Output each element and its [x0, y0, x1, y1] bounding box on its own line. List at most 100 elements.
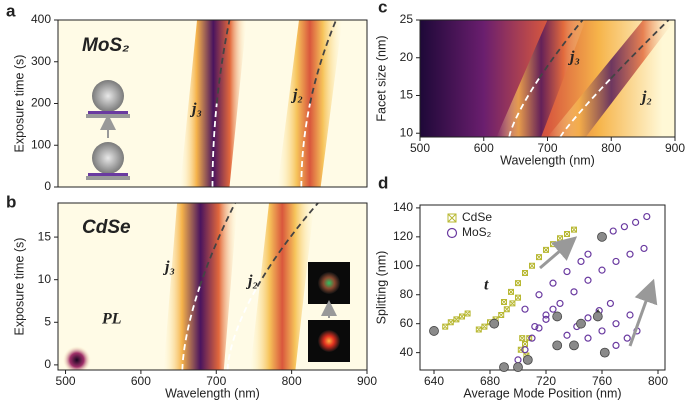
x-tick-label: 700 [206, 374, 226, 388]
point [640, 244, 648, 253]
x-tick-label: 600 [131, 374, 151, 388]
legend-marker [447, 213, 457, 223]
point [550, 241, 556, 248]
point [552, 311, 563, 322]
point [519, 335, 526, 342]
schematic-inset [86, 80, 350, 362]
y-tick-label: 140 [393, 200, 413, 214]
x-tick-label: 800 [282, 374, 302, 388]
point [535, 291, 543, 299]
y-axis-label: Splitting (nm) [374, 251, 388, 325]
x-tick-label: 760 [592, 374, 612, 388]
point [598, 266, 606, 274]
point [489, 318, 500, 329]
point [564, 230, 570, 237]
point [515, 280, 521, 287]
point [481, 323, 488, 330]
y-tick-label: 25 [400, 12, 414, 26]
y-tick-label: 5 [44, 314, 51, 328]
guide-curve [610, 20, 670, 80]
panel-label: d [378, 173, 388, 192]
guide-curve [309, 20, 337, 104]
annotation: j₂ [245, 273, 258, 290]
guide-curve [300, 103, 311, 187]
point [626, 311, 634, 319]
emission-spot [318, 330, 340, 352]
legend-label: CdSe [462, 210, 492, 224]
point [626, 250, 634, 258]
point [521, 346, 529, 354]
point [584, 314, 592, 322]
panel-label: b [6, 192, 16, 211]
x-tick-label: 640 [424, 374, 444, 388]
point [577, 257, 585, 266]
plot-frame [419, 204, 666, 371]
point [522, 340, 528, 347]
point [584, 250, 592, 258]
point [522, 270, 528, 277]
heatmap-band [180, 20, 247, 187]
point [612, 341, 620, 349]
y-tick-label: 0 [44, 179, 51, 193]
point [597, 231, 607, 242]
x-tick-label: 600 [474, 141, 494, 155]
trend-arrow [539, 236, 578, 270]
point [531, 322, 539, 331]
panel-title: MoS₂ [82, 35, 129, 56]
guide-curve [181, 286, 201, 370]
guide-curve [226, 286, 259, 370]
point [453, 316, 460, 323]
point [528, 334, 536, 342]
y-tick-label: 300 [31, 54, 51, 68]
y-tick-label: 20 [400, 50, 414, 64]
x-tick-label: 800 [601, 141, 621, 155]
point [542, 311, 550, 319]
nanoparticle [92, 142, 124, 174]
point [475, 326, 482, 333]
point [563, 267, 571, 276]
y-tick-label: 60 [400, 316, 414, 330]
point [549, 305, 557, 313]
point [609, 227, 617, 235]
heatmap-image [420, 20, 675, 137]
point [503, 306, 510, 313]
point [498, 312, 505, 318]
point [569, 340, 579, 351]
guide-curve [215, 20, 231, 104]
y-tick-label: 0 [44, 357, 51, 371]
x-axis-label: Wavelength (nm) [165, 386, 260, 400]
point [563, 331, 571, 339]
x-axis-label: Wavelength (nm) [500, 153, 595, 167]
annotation: j₂ [639, 89, 652, 106]
point [598, 327, 606, 335]
y-tick-label: 80 [400, 287, 414, 301]
guide-curve [256, 203, 319, 287]
x-tick-label: 700 [537, 141, 557, 155]
point [536, 254, 542, 261]
point [570, 288, 578, 296]
guide-curve [211, 103, 218, 187]
x-tick-label: 500 [56, 374, 76, 388]
point [571, 226, 577, 233]
substrate [86, 114, 130, 118]
panel-label: a [6, 1, 16, 20]
legend-label: MoS₂ [462, 225, 492, 239]
point [606, 299, 615, 308]
point [631, 218, 640, 226]
x-tick-label: 720 [536, 374, 556, 388]
guide-curve [559, 77, 612, 137]
y-axis-label: Facet size (nm) [374, 35, 388, 121]
x-tick-label: 500 [410, 141, 430, 155]
point [643, 212, 651, 221]
annotation: j₃ [567, 49, 580, 66]
annotation: PL [101, 311, 122, 328]
trend-arrow [628, 278, 658, 347]
point [499, 362, 509, 373]
plot-frame [57, 202, 368, 371]
point [549, 279, 557, 287]
point [556, 299, 564, 308]
point [612, 257, 620, 266]
y-tick-label: 15 [38, 229, 52, 243]
guide-curve [198, 203, 236, 287]
